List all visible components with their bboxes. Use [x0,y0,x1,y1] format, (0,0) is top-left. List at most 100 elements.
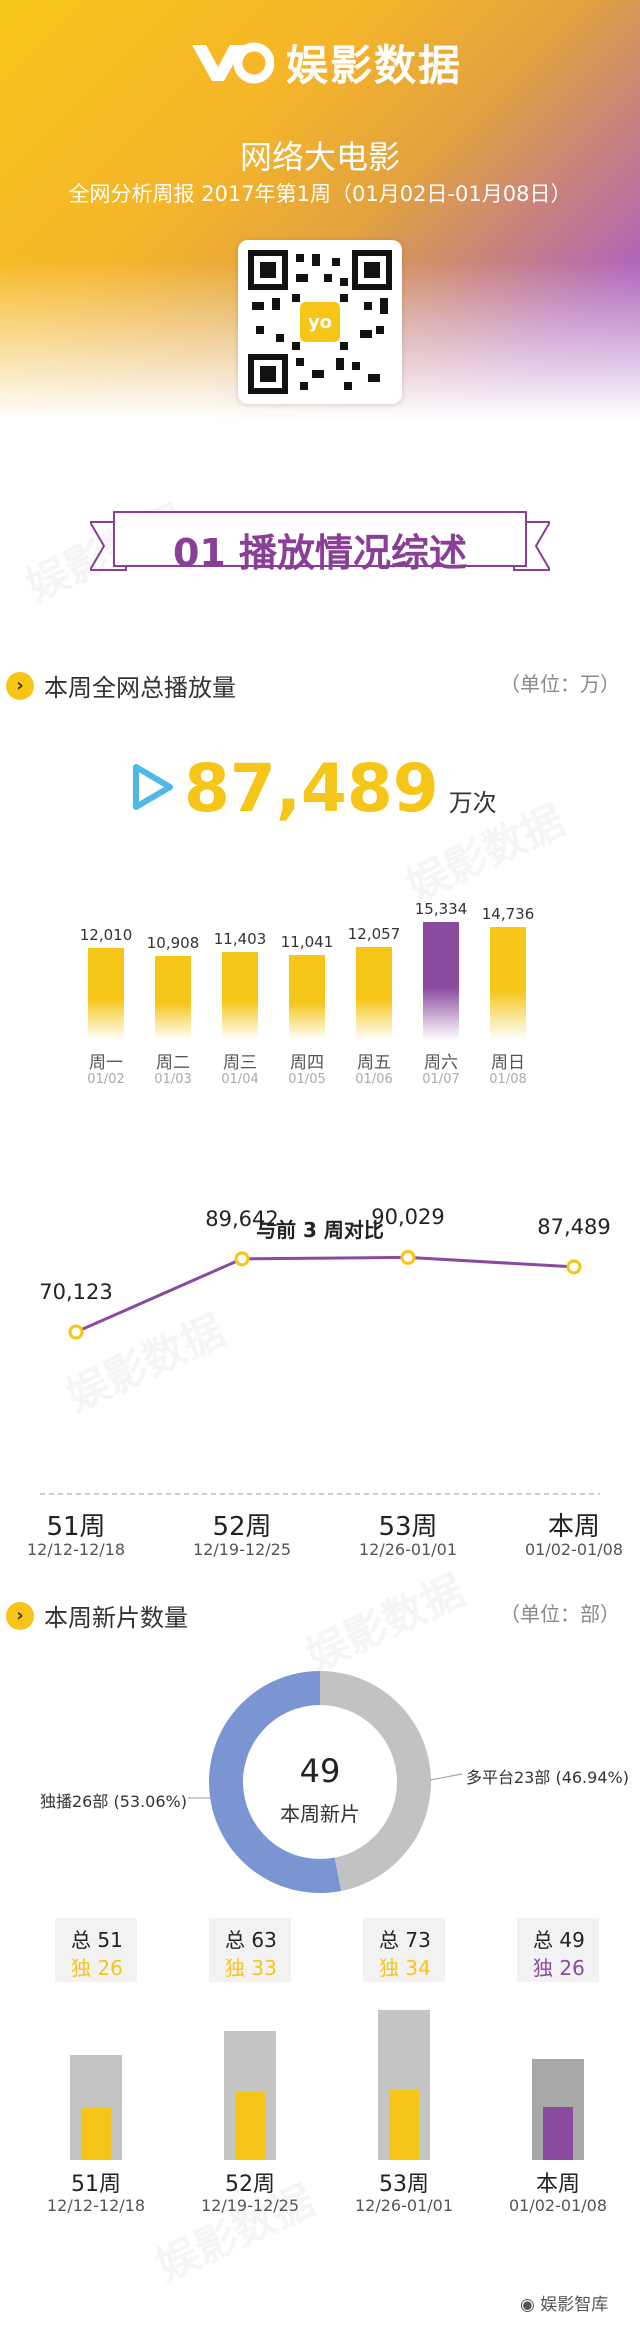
donut-center-value: 49 [299,1752,341,1790]
daily-bar-label: 周日 [491,1053,525,1073]
count-exclusive: 独 33 [225,1956,277,1980]
count-total: 总 51 [71,1928,123,1952]
report-subtitle: 全网分析周报 2017年第1周（01月02日-01月08日） [68,182,572,206]
footer-label: 娱影智库 [540,2295,609,2315]
daily-bar-label: 周四 [290,1053,324,1073]
daily-bar [222,952,258,1040]
daily-bar-date: 01/02 [87,1072,125,1087]
unit-label: （单位：部） [500,1602,620,1626]
daily-bar-value: 15,334 [414,900,468,918]
daily-bar-date: 01/08 [489,1072,527,1087]
donut-slice [319,1671,431,1891]
count-total: 总 73 [379,1928,431,1952]
line-point-value: 70,123 [39,1280,113,1305]
line-point [234,1251,250,1267]
section-title: 本周全网总播放量 [44,674,236,702]
count-exclusive-bar [81,2106,111,2160]
unit-label: （单位：万） [500,672,620,696]
daily-bar-label: 周三 [223,1053,257,1073]
wechat-icon: ◉ [520,2295,541,2315]
ribbon-icon [88,511,552,571]
week-label: 53周 [378,1512,438,1542]
donut-right-label: 多平台23部 (46.94%) [466,1768,629,1787]
count-exclusive: 独 26 [533,1956,585,1980]
daily-bar-label: 周一 [89,1053,123,1073]
daily-bar [423,922,459,1040]
week-label: 53周 [379,2172,429,2197]
count-exclusive: 独 34 [379,1956,431,1980]
count-card: 总 49 独 26 [517,1918,599,1982]
week-date: 12/12-12/18 [47,2196,145,2215]
donut-slice [209,1671,342,1893]
daily-bar-date: 01/03 [154,1072,192,1087]
daily-bar [356,947,392,1040]
daily-bar-date: 01/05 [288,1072,326,1087]
week-date: 01/02-01/08 [509,2196,607,2215]
week-date: 01/02-01/08 [525,1540,623,1559]
daily-bar-date: 01/07 [422,1072,460,1087]
line-point-value: 90,029 [371,1205,445,1230]
daily-bar-value: 14,736 [481,904,535,923]
brand-name: 娱影数据 [286,41,463,90]
week-label: 52周 [225,2172,275,2197]
line-point-value: 87,489 [537,1214,611,1239]
count-exclusive-bar [543,2106,573,2160]
chevron-right-icon: › [6,671,34,700]
footer-brand: ◉ 娱影智库 [520,2290,608,2315]
section-banner: 01 播放情况综述 [88,508,552,578]
week-label: 本周 [547,1512,600,1542]
line-point [400,1249,416,1265]
week-date: 12/19-12/25 [201,2196,299,2215]
donut-left-label: 独播26部 (53.06%) [40,1792,187,1811]
daily-bar [155,956,191,1040]
count-card: 总 73 独 34 [363,1918,445,1982]
daily-bar-value: 10,908 [146,934,200,953]
qr-code-icon: yo [248,250,392,394]
section-title: 本周新片数量 [44,1604,188,1632]
new-films-donut [209,1671,431,1893]
daily-bar-value: 12,057 [347,925,401,944]
section-header-plays: › 本周全网总播放量 [6,668,236,703]
daily-bar [88,947,124,1040]
week-label: 51周 [46,1512,106,1542]
daily-bar-label: 周六 [424,1053,458,1073]
week-label: 51周 [71,2172,121,2197]
line-point-value: 89,642 [205,1206,279,1231]
daily-bar-date: 01/06 [355,1072,393,1087]
line-point [566,1259,582,1275]
daily-bar-value: 11,041 [280,933,334,952]
daily-bar-date: 01/04 [221,1072,259,1087]
week-label: 52周 [212,1512,272,1542]
compare-title: 与前 3 周对比 [256,1218,384,1242]
report-title: 网络大电影 [239,138,400,176]
daily-bar-label: 周二 [156,1053,190,1073]
daily-bar-value: 12,010 [79,925,133,944]
count-card: 总 63 独 33 [209,1918,291,1982]
svg-text:yo: yo [308,312,332,333]
count-exclusive-bar [389,2090,419,2160]
count-exclusive-bar [235,2092,265,2160]
section-header-new-films: › 本周新片数量 [6,1598,188,1633]
week-date: 12/12-12/18 [27,1540,125,1559]
week-label: 本周 [535,2172,580,2197]
week-date: 12/26-01/01 [359,1540,457,1559]
weekly-compare-chart [40,1249,600,1495]
daily-bar [490,926,526,1040]
count-total: 总 49 [533,1928,585,1952]
line-point [68,1324,84,1340]
daily-bar-label: 周五 [357,1053,391,1073]
donut-leader-lines [188,1773,463,1799]
week-date: 12/19-12/25 [193,1540,291,1559]
total-plays: 87,489 万次 [130,750,497,827]
series-line [75,1255,575,1334]
chevron-right-icon: › [6,1601,34,1630]
brand-logo: 娱影数据 [188,32,462,93]
donut-center-label: 本周新片 [280,1802,360,1826]
daily-bar [289,955,325,1040]
section-banner-label: 01 播放情况综述 [172,531,468,575]
play-icon [133,764,173,810]
watermark: 娱影数据 [298,1565,472,1681]
daily-bar-value: 11,403 [213,930,267,949]
yo-logo-icon [192,42,274,83]
qr-code: yo [238,240,402,404]
